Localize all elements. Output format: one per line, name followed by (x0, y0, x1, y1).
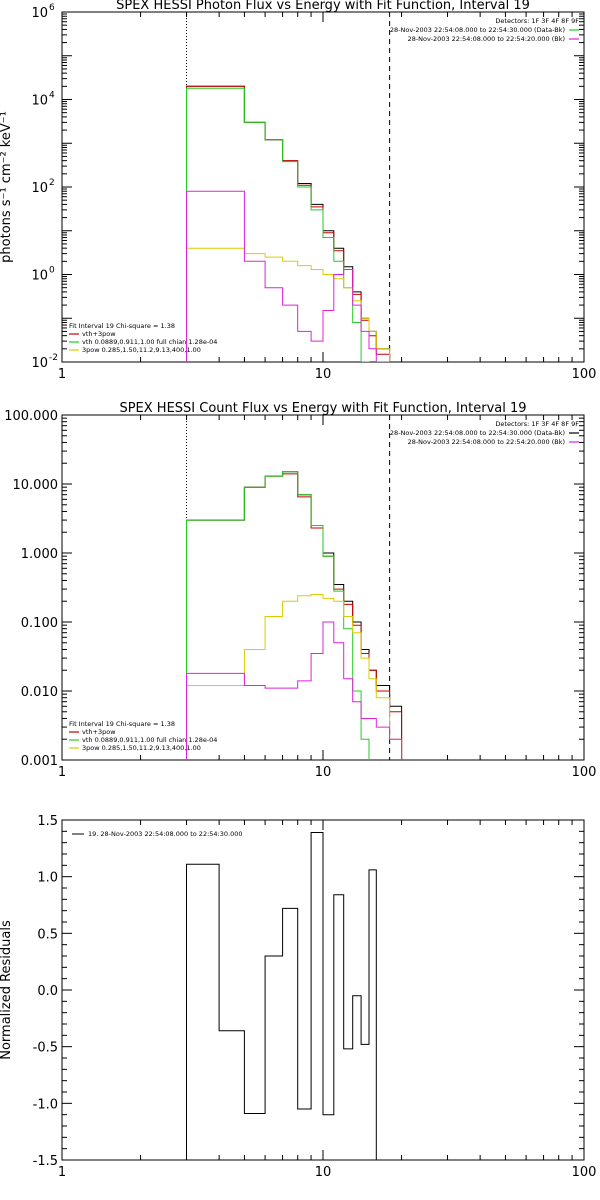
series-line-0 (186, 85, 403, 362)
y-tick-base: 10 (31, 94, 48, 109)
y-tick-label: 100.000 (4, 409, 58, 424)
y-tick-label: 1.5 (37, 814, 58, 829)
y-tick-base: 10 (31, 356, 48, 371)
y-tick-label: 10.000 (13, 478, 59, 493)
plot-frame (61, 414, 585, 761)
series-line-1 (186, 85, 391, 362)
y-tick-label: 0.0 (37, 984, 58, 999)
y-tick-label: 0.5 (37, 927, 58, 942)
y-tick-exponent: 4 (49, 91, 55, 101)
y-tick-label: -1.5 (33, 1154, 58, 1169)
y-tick-label: 0.100 (21, 616, 58, 631)
y-tick-label: 10 0 (31, 266, 55, 284)
y-tick-label: 10 2 (31, 178, 54, 196)
y-tick-label: 1.000 (21, 547, 58, 562)
series-line-4 (186, 621, 403, 760)
x-tick-label: 10 (315, 1165, 332, 1180)
fit-label: Fit Interval 19 Chi-square = 1.38 (69, 322, 175, 330)
y-tick-label: 1.0 (37, 871, 58, 886)
series-line-2 (186, 471, 370, 760)
chart-title: SPEX HESSI Photon Flux vs Energy with Fi… (116, 0, 530, 13)
x-tick-label: 100 (572, 367, 597, 382)
series-group (186, 832, 377, 1160)
y-tick-label: 0.010 (21, 685, 58, 700)
legend-entry: 28-Nov-2003 22:54:08.000 to 22:54:30.000… (390, 429, 565, 437)
x-tick-label: 1 (58, 765, 66, 780)
legend-entry: 28-Nov-2003 22:54:08.000 to 22:54:20.000… (408, 35, 565, 43)
x-tick-label: 1 (58, 1165, 66, 1180)
y-tick-exponent: -2 (49, 353, 58, 363)
x-tick-label: 100 (572, 765, 597, 780)
fit-legend-entry: vth 0.0889,0.911,1.00 full chian 1.28e-0… (82, 338, 217, 346)
series-line-3 (186, 594, 403, 760)
y-tick-label: 10 -2 (31, 353, 58, 371)
legend-detectors: Detectors: 1F 3F 4F 8F 9F (495, 420, 579, 428)
legend-detectors: Detectors: 1F 3F 4F 8F 9F (495, 17, 579, 25)
series-line-2 (186, 87, 370, 362)
y-tick-label: -1.0 (33, 1097, 58, 1112)
y-tick-exponent: 2 (49, 178, 55, 188)
residual-legend-entry: 19. 28-Nov-2003 22:54:08.000 to 22:54:30… (88, 830, 242, 838)
x-tick-label: 10 (315, 367, 332, 382)
legend-entry: 28-Nov-2003 22:54:08.000 to 22:54:20.000… (408, 438, 565, 446)
x-tick-label: 1 (58, 367, 66, 382)
y-tick-label: 10 4 (31, 91, 55, 109)
x-tick-label: 10 (315, 765, 332, 780)
y-axis-label: photons s⁻¹ cm⁻² keV⁻¹ (0, 111, 14, 263)
fit-legend-entry: 3pow 0.285,1.50,11.2,9.13,400,1.00 (82, 346, 201, 354)
y-axis-label: Normalized Residuals (0, 920, 14, 1060)
chart-title: SPEX HESSI Count Flux vs Energy with Fit… (119, 401, 526, 416)
y-tick-exponent: 0 (49, 266, 55, 276)
x-tick-label: 100 (572, 1165, 597, 1180)
fit-legend-entry: vth+3pow (82, 728, 116, 736)
series-line-0 (186, 832, 377, 1160)
chart-panel-1: SPEX HESSI Photon Flux vs Energy with Fi… (0, 0, 597, 382)
series-line-3 (186, 247, 391, 362)
fit-legend-entry: 3pow 0.285,1.50,11.2,9.13,400,1.00 (82, 744, 201, 752)
series-line-4 (186, 190, 391, 362)
fit-label: Fit Interval 19 Chi-square = 1.38 (69, 720, 175, 728)
y-tick-base: 10 (31, 181, 48, 196)
y-tick-label: 0.001 (21, 754, 58, 769)
y-tick-base: 10 (31, 6, 48, 21)
fit-legend-entry: vth 0.0889,0.911,1.00 full chian 1.28e-0… (82, 736, 217, 744)
series-group (186, 85, 403, 362)
y-tick-label: 10 6 (31, 3, 55, 21)
plot-frame (61, 11, 585, 363)
y-tick-exponent: 6 (49, 3, 55, 13)
chart-panel-3: 1 10 100 -1.5 -1.0 -0.5 0.0 0.5 1.0 1.5 Normalized… (0, 814, 596, 1180)
chart-panel-2: SPEX HESSI Count Flux vs Energy with Fit… (4, 401, 597, 780)
fit-legend-entry: vth+3pow (82, 330, 116, 338)
y-tick-base: 10 (31, 269, 48, 284)
legend-entry: 28-Nov-2003 22:54:08.000 to 22:54:30.000… (390, 26, 565, 34)
series-group (186, 471, 403, 760)
y-tick-label: -0.5 (33, 1041, 58, 1056)
